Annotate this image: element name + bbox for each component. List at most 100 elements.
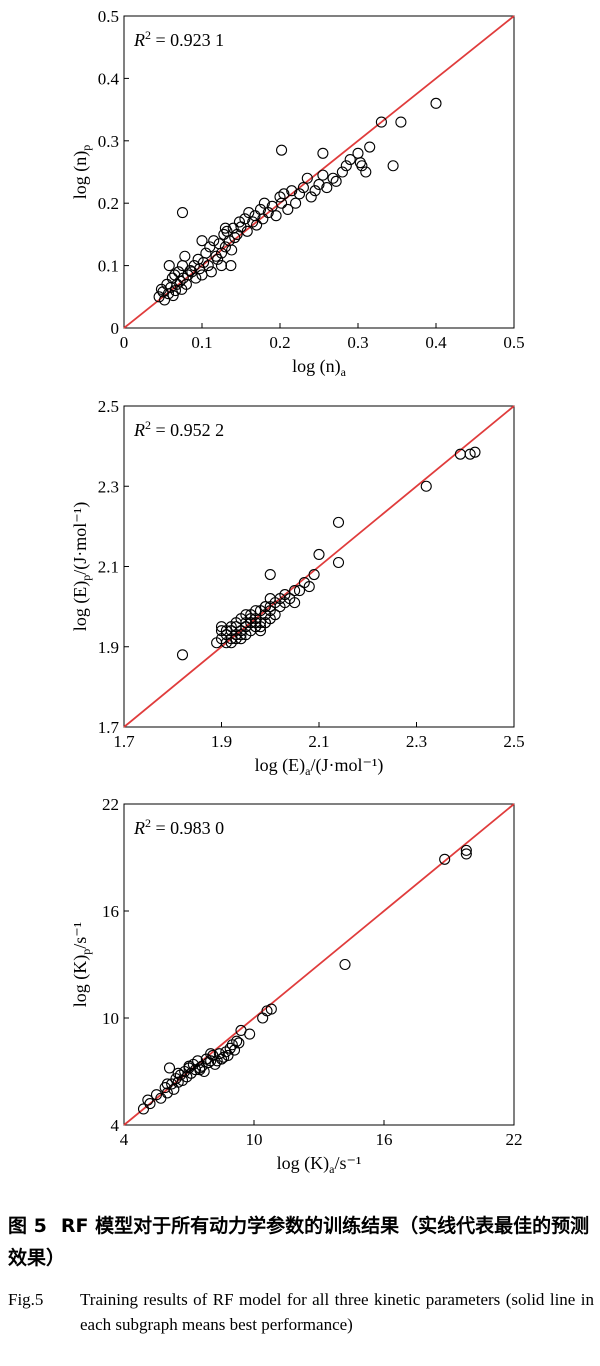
data-point [282, 203, 294, 215]
data-point [364, 141, 376, 153]
data-point [259, 601, 271, 613]
data-point [194, 1064, 206, 1076]
data-point [202, 260, 214, 272]
y-axis-label: log (K)p/s⁻¹ [70, 922, 93, 1007]
chart-panel-k: 4 10 16 22 4 10 16 22 log (K)a/s⁻¹ log (K)p/s⁻¹ R2… [70, 795, 523, 1176]
y-tick-label: 0.2 [98, 194, 119, 213]
data-point [196, 235, 208, 247]
fit-line [123, 803, 515, 1126]
caption-en-label: Fig.5 [8, 1290, 44, 1309]
data-point [172, 1067, 184, 1079]
data-point [264, 601, 276, 613]
data-point [222, 1049, 234, 1061]
x-tick-label: 2.1 [308, 732, 329, 751]
data-point [218, 228, 230, 240]
data-point [344, 153, 356, 166]
data-point [262, 207, 274, 219]
data-point [339, 958, 351, 971]
data-point [200, 247, 212, 259]
x-axis-label: log (n)a [292, 356, 347, 379]
data-point [137, 1103, 150, 1115]
data-point [220, 625, 232, 637]
data-point [356, 160, 368, 172]
data-point [243, 207, 255, 219]
chart-panel-e: 1.7 1.9 2.1 2.3 2.5 1.7 1.9 2.1 2.3 2.5 log (E)a/(… [70, 397, 525, 778]
data-point [301, 172, 313, 184]
x-axis-label: log (E)a/(J·mol⁻¹) [255, 755, 384, 778]
data-point [159, 294, 171, 306]
data-point [464, 448, 476, 460]
x-tick-label: 1.9 [211, 732, 232, 751]
data-point [332, 516, 345, 528]
data-point [241, 225, 253, 237]
data-point [317, 147, 329, 159]
caption-cn-text: RF 模型对于所有动力学参数的训练结果（实线代表最佳的预测效果） [8, 1215, 590, 1269]
data-point [174, 275, 186, 287]
data-point [313, 178, 325, 191]
data-point [327, 172, 339, 184]
data-point [269, 609, 281, 621]
y-tick-label: 10 [102, 1009, 119, 1028]
data-point [309, 185, 321, 197]
x-tick-label: 0.5 [503, 333, 524, 352]
data-point [375, 116, 387, 128]
data-point [167, 290, 179, 302]
x-tick-label: 10 [246, 1130, 263, 1149]
data-point [250, 605, 262, 617]
y-tick-label: 1.7 [98, 718, 120, 737]
fit-line [123, 405, 515, 728]
data-point [387, 160, 399, 172]
data-point [259, 617, 271, 629]
x-axis-label: log (K)a/s⁻¹ [277, 1153, 362, 1176]
data-point [257, 213, 269, 225]
x-tick-label: 16 [376, 1130, 393, 1149]
x-tick-label: 2.3 [406, 732, 427, 751]
data-point [247, 216, 259, 228]
data-point [265, 1003, 277, 1015]
data-point [233, 1037, 245, 1049]
data-point [235, 629, 247, 641]
data-point [215, 260, 228, 272]
data-point [179, 250, 191, 262]
data-point [274, 191, 286, 203]
r-squared-annotation: R2 = 0.983 0 [133, 816, 224, 838]
data-point [270, 210, 282, 222]
caption-english: Fig.5 Training results of RF model for a… [8, 1287, 594, 1337]
data-point [208, 235, 220, 247]
data-point [240, 621, 252, 633]
plot-frame [123, 15, 515, 329]
data-point [352, 147, 364, 159]
y-tick-label: 2.3 [98, 477, 119, 496]
data-point [305, 191, 317, 203]
data-point [420, 480, 432, 492]
x-tick-label: 22 [506, 1130, 523, 1149]
data-point [251, 219, 263, 231]
data-point [226, 244, 238, 256]
y-tick-label: 0.3 [98, 132, 119, 151]
data-point [264, 568, 276, 581]
data-point [190, 272, 202, 284]
figure: 0 0.1 0.2 0.3 0.4 0.5 0 0.1 0.2 0.3 0.4 0.5 log (n)a… [70, 7, 525, 1176]
data-point [293, 585, 306, 597]
data-point [163, 1062, 176, 1074]
data-point [163, 260, 175, 272]
y-axis-label: log (n)p [70, 145, 93, 200]
data-point [332, 556, 345, 569]
data-point [293, 188, 306, 200]
x-tick-label: 2.5 [503, 732, 524, 751]
y-tick-label: 2.1 [98, 558, 119, 577]
data-point [244, 1028, 256, 1040]
data-point [264, 593, 276, 605]
data-point [336, 166, 348, 178]
data-point [340, 160, 352, 172]
data-point [245, 613, 257, 625]
data-point [155, 1092, 167, 1104]
data-point [289, 585, 301, 597]
data-point [219, 241, 231, 253]
y-tick-label: 2.5 [98, 397, 119, 416]
y-tick-label: 22 [102, 795, 119, 814]
chart-panel-n: 0 0.1 0.2 0.3 0.4 0.5 0 0.1 0.2 0.3 0.4 0.5 log (n)a… [70, 7, 525, 379]
r-squared-annotation: R2 = 0.952 2 [133, 418, 224, 440]
data-point [212, 253, 224, 265]
data-point [469, 446, 481, 458]
